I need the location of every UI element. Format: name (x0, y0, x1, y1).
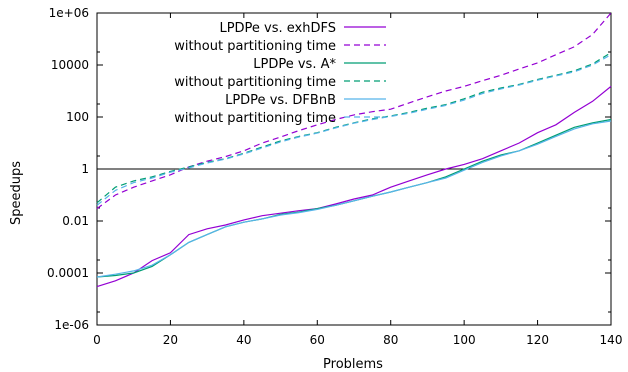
y-tick-label: 1 (81, 162, 89, 176)
legend-label-1: without partitioning time (174, 39, 336, 54)
x-tick-label: 0 (93, 333, 101, 347)
x-tick-label: 20 (163, 333, 178, 347)
x-tick-label: 140 (600, 333, 623, 347)
legend-label-0: LPDPe vs. exhDFS (219, 21, 336, 36)
series-line-4 (96, 120, 612, 278)
x-tick-label: 120 (526, 333, 549, 347)
y-tick-label: 0.01 (62, 214, 89, 228)
series-line-2 (96, 118, 612, 278)
x-axis-label: Problems (323, 357, 383, 372)
y-tick-label: 100 (66, 110, 89, 124)
legend-label-2: LPDPe vs. A* (253, 57, 336, 72)
legend-label-3: without partitioning time (174, 75, 336, 90)
x-tick-label: 60 (310, 333, 325, 347)
x-tick-label: 40 (236, 333, 251, 347)
series-line-5 (96, 54, 612, 206)
y-tick-label: 10000 (51, 58, 89, 72)
legend-label-4: LPDPe vs. DFBnB (225, 93, 336, 108)
y-tick-label: 0.0001 (47, 266, 89, 280)
x-tick-label: 80 (383, 333, 398, 347)
y-axis-label: Speedups (9, 161, 24, 225)
legend-label-5: without partitioning time (174, 111, 336, 126)
x-tick-label: 100 (453, 333, 476, 347)
series-line-0 (96, 85, 612, 288)
y-tick-label: 1e-06 (54, 318, 89, 332)
y-tick-label: 1e+06 (49, 6, 89, 20)
